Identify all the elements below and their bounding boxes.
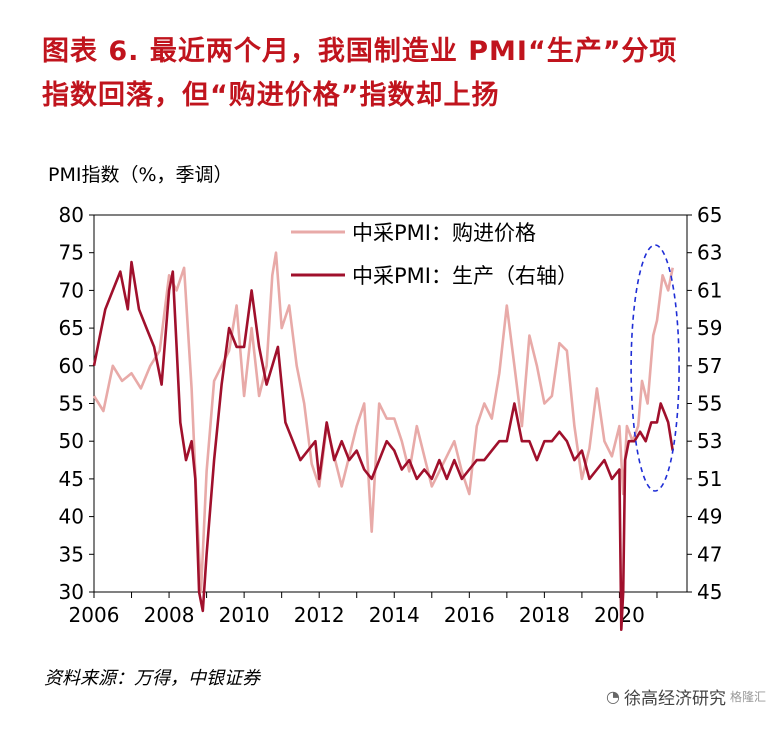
left-tick-label: 50: [59, 429, 84, 453]
left-tick-label: 80: [59, 203, 84, 227]
production-line: [92, 260, 674, 631]
right-tick-label: 59: [697, 316, 722, 340]
x-tick-label: 2010: [219, 603, 270, 627]
highlight-ellipse: [630, 244, 680, 492]
left-tick-label: 75: [59, 241, 84, 265]
left-tick-label: 65: [59, 316, 84, 340]
right-tick-label: 57: [697, 354, 722, 378]
right-tick-label: 53: [697, 429, 722, 453]
right-tick-label: 65: [697, 203, 722, 227]
watermark: ◔ 徐高经济研究 格隆汇: [606, 684, 766, 709]
left-tick-label: 70: [59, 278, 84, 302]
axes-layer: 30 35 40 45 50 55 60 65 70 75 80 45 47 49 51 53 55 57 59 61…: [59, 203, 723, 627]
right-tick-label: 49: [697, 505, 722, 529]
source-note: 资料来源：万得，中银证券: [44, 668, 260, 689]
right-tick-label: 51: [697, 467, 722, 491]
chart-title-line-1: 图表 6. 最近两个月，我国制造业 PMI“生产”分项: [42, 36, 678, 67]
watermark-text: 徐高经济研究: [623, 689, 726, 709]
y-axis-unit-label: PMI指数（%，季调）: [48, 164, 233, 186]
x-tick-label: 2016: [444, 603, 495, 627]
right-tick-label: 45: [697, 580, 722, 604]
x-tick-label: 2008: [144, 603, 195, 627]
legend-label: 中采PMI：生产（右轴）: [352, 264, 578, 288]
watermark-badge: 格隆汇: [729, 690, 766, 704]
right-tick-label: 61: [697, 278, 722, 302]
wechat-icon: ◔: [606, 687, 620, 706]
chart-title: 图表 6. 最近两个月，我国制造业 PMI“生产”分项 指数回落，但“购进价格”…: [42, 30, 762, 118]
legend-label: 中采PMI：购进价格: [352, 221, 536, 245]
purchase-price-line: [92, 251, 674, 594]
x-tick-label: 2012: [294, 603, 345, 627]
left-tick-label: 40: [59, 505, 84, 529]
x-tick-label: 2018: [519, 603, 570, 627]
x-tick-label: 2014: [369, 603, 420, 627]
series-layer: [92, 251, 674, 631]
left-tick-label: 55: [59, 392, 84, 416]
left-tick-label: 35: [59, 542, 84, 566]
right-tick-label: 47: [697, 542, 722, 566]
left-tick-label: 30: [59, 580, 84, 604]
highlight-layer: [630, 244, 680, 492]
right-tick-label: 55: [697, 392, 722, 416]
right-tick-label: 63: [697, 241, 722, 265]
left-tick-label: 60: [59, 354, 84, 378]
chart-title-line-2: 指数回落，但“购进价格”指数却上扬: [42, 80, 500, 111]
left-tick-label: 45: [59, 467, 84, 491]
x-tick-label: 2006: [69, 603, 120, 627]
x-tick-label: 2020: [594, 603, 645, 627]
